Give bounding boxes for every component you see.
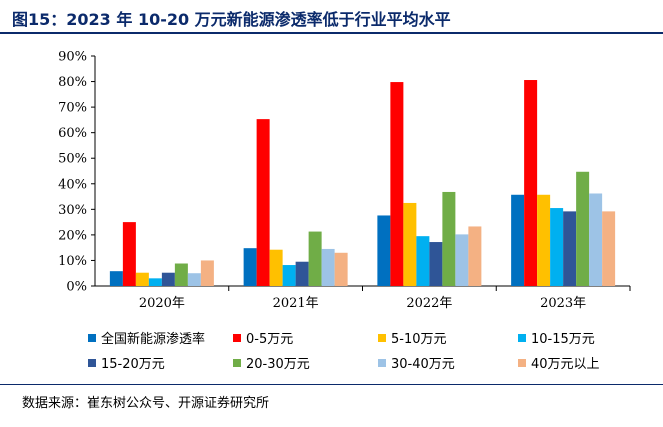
legend-label: 全国新能源渗透率 <box>101 332 206 347</box>
y-tick-label: 30% <box>58 203 87 218</box>
y-tick-label: 20% <box>58 228 87 243</box>
bar <box>550 208 564 286</box>
bar <box>295 261 309 286</box>
legend-swatch <box>518 333 526 342</box>
y-tick-label: 40% <box>58 177 87 192</box>
legend-label: 5-10万元 <box>391 332 447 347</box>
bar <box>174 263 188 286</box>
y-tick-label: 10% <box>58 254 87 269</box>
bar <box>308 231 322 286</box>
x-tick-label: 2023年 <box>540 296 586 311</box>
footer-divider <box>0 384 663 385</box>
y-tick-label: 60% <box>58 126 87 141</box>
bar <box>282 265 296 286</box>
bar <box>187 273 201 286</box>
y-tick-label: 90% <box>58 50 87 65</box>
legend-label: 20-30万元 <box>246 357 310 372</box>
bar-chart: 0% 10% 20% 30% 40% 50% 60% 70% 80% 90% 2020年 2021年 2… <box>58 50 631 311</box>
legend-label: 15-20万元 <box>101 357 165 372</box>
bar <box>321 248 335 286</box>
bar <box>135 272 149 286</box>
bar <box>109 271 123 286</box>
legend-item: 20-30万元 <box>233 353 310 372</box>
bar <box>537 194 551 286</box>
y-tick-label: 70% <box>58 101 87 116</box>
bar <box>563 211 577 286</box>
legend-label: 40万元以上 <box>531 357 600 372</box>
y-tick-label: 0% <box>66 280 87 295</box>
legend-swatch <box>233 333 241 342</box>
bar <box>403 202 417 286</box>
legend-item: 0-5万元 <box>233 328 293 347</box>
bar <box>243 248 257 286</box>
legend-item: 10-15万元 <box>518 328 595 347</box>
bar <box>200 260 214 286</box>
legend-item: 5-10万元 <box>378 328 447 347</box>
x-tick-label: 2021年 <box>273 296 319 311</box>
bar <box>511 194 525 286</box>
bar <box>442 191 456 286</box>
legend-swatch <box>88 358 96 367</box>
bar <box>390 82 404 286</box>
bar <box>429 242 443 286</box>
bar <box>334 252 348 286</box>
y-tick-label: 80% <box>58 75 87 90</box>
legend-item: 30-40万元 <box>378 353 455 372</box>
bar <box>455 234 469 286</box>
bar <box>122 222 136 286</box>
chart-title: 图15：2023 年 10-20 万元新能源渗透率低于行业平均水平 <box>12 10 451 29</box>
bar <box>602 211 616 286</box>
title-divider <box>0 32 663 34</box>
legend-swatch <box>378 358 386 367</box>
legend-item: 15-20万元 <box>88 353 165 372</box>
y-tick-label: 50% <box>58 152 87 167</box>
bar <box>256 119 270 286</box>
legend-label: 30-40万元 <box>391 357 455 372</box>
bar <box>524 80 538 287</box>
legend-swatch <box>233 358 241 367</box>
legend-swatch <box>88 333 96 342</box>
legend-swatch <box>518 358 526 367</box>
legend-item: 全国新能源渗透率 <box>88 328 205 347</box>
legend-label: 0-5万元 <box>246 332 294 347</box>
x-tick-label: 2022年 <box>406 296 452 311</box>
bar <box>161 272 175 286</box>
x-tick-label: 2020年 <box>139 296 185 311</box>
bar <box>468 226 482 286</box>
bar <box>377 215 391 286</box>
bar <box>148 278 162 286</box>
legend-label: 10-15万元 <box>531 332 595 347</box>
bar <box>416 236 430 286</box>
legend-item: 40万元以上 <box>518 353 600 372</box>
legend-swatch <box>378 333 386 342</box>
bar <box>576 171 590 286</box>
bar <box>589 193 603 286</box>
data-source: 数据来源：崔东树公众号、开源证券研究所 <box>22 396 270 411</box>
bar <box>269 249 283 286</box>
